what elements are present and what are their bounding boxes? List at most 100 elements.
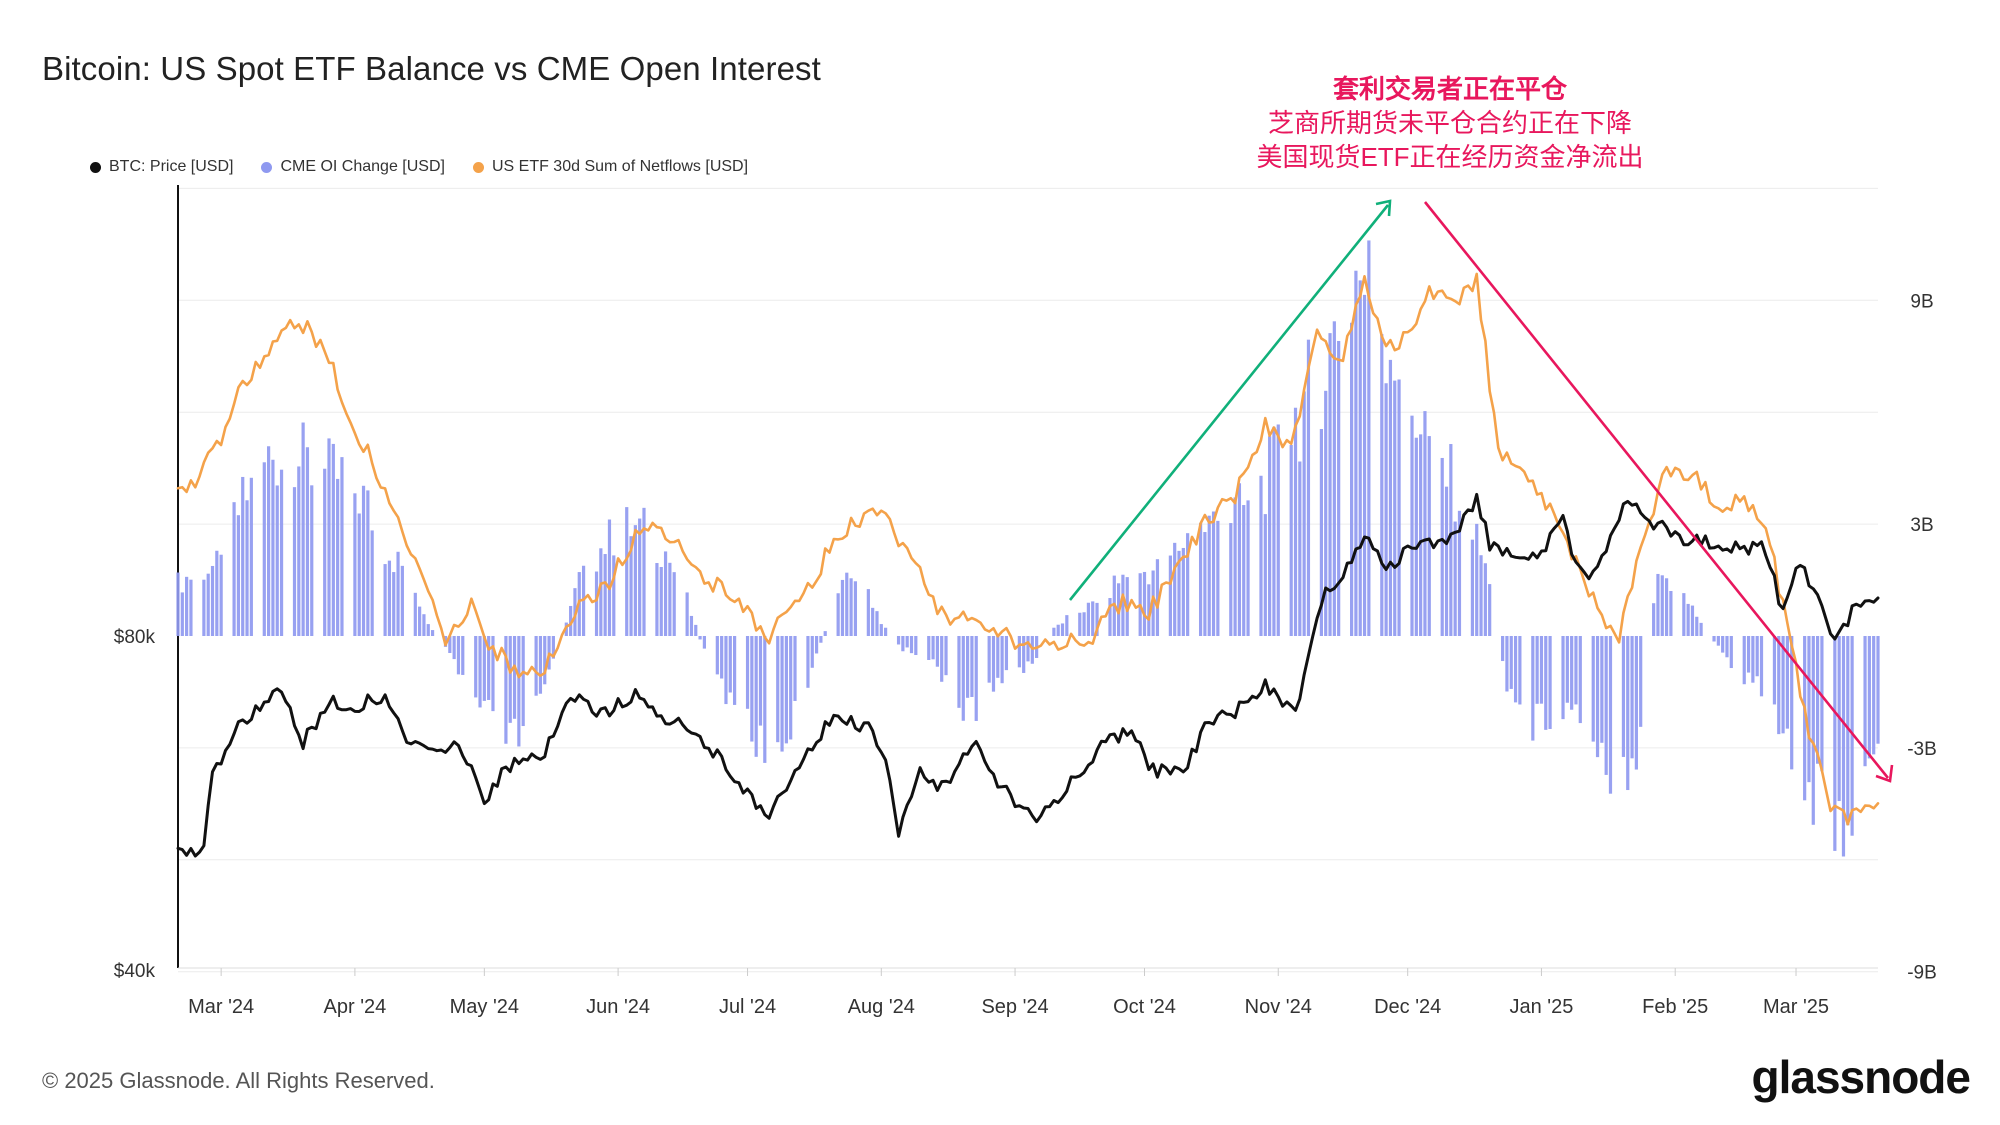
cme-oi-bar (1168, 555, 1172, 636)
cme-oi-bar (1807, 636, 1811, 783)
cme-oi-bar (905, 636, 909, 648)
x-tick-label: Apr '24 (324, 996, 387, 1018)
cme-oi-bar (1052, 627, 1056, 636)
cme-oi-bar (1742, 636, 1746, 685)
cme-oi-bar (901, 636, 905, 652)
cme-oi-bar (1639, 636, 1643, 727)
cme-oi-bar (612, 555, 616, 636)
cme-oi-bar (1453, 521, 1457, 636)
y-right-tick-label: 9B (1910, 291, 1933, 312)
cme-oi-bar (185, 576, 189, 636)
cme-oi-bar (1759, 636, 1764, 697)
cme-oi-bar (836, 593, 840, 636)
cme-oi-bar (1574, 636, 1578, 705)
cme-oi-bar (1388, 359, 1393, 636)
cme-oi-bar (607, 519, 612, 636)
cme-oi-bar (1108, 598, 1112, 636)
cme-oi-bar (663, 551, 668, 636)
cme-oi-bar (724, 636, 728, 705)
cme-oi-bar (1457, 510, 1462, 636)
cme-oi-bar (267, 446, 271, 636)
cme-oi-bar (1207, 515, 1211, 636)
cme-oi-bar (1716, 636, 1720, 646)
cme-oi-bar (275, 485, 279, 636)
legend-item-btc-price[interactable]: BTC: Price [USD] (90, 158, 233, 176)
legend-label-etf-netflows: US ETF 30d Sum of Netflows [USD] (491, 158, 749, 175)
cme-oi-bar (1820, 636, 1824, 772)
cme-oi-bar (422, 614, 426, 636)
cme-oi-bar (396, 551, 400, 636)
cme-oi-bar (236, 515, 241, 636)
cme-oi-bar (202, 579, 206, 636)
cme-oi-bar (1876, 636, 1880, 744)
cme-oi-bar (1850, 636, 1854, 836)
x-tick-label: Dec '24 (1374, 996, 1441, 1018)
up-arrow-line (1068, 204, 1390, 601)
y-right-tick-label: -9B (1907, 963, 1937, 984)
cme-oi-bar (1682, 593, 1686, 636)
cme-oi-bar (1337, 340, 1341, 636)
cme-oi-bar (1328, 333, 1332, 636)
cme-oi-bar (849, 578, 853, 636)
cme-oi-bar (698, 636, 702, 640)
cme-oi-bar (1121, 574, 1125, 636)
legend-item-etf-netflows[interactable]: US ETF 30d Sum of Netflows [USD] (472, 158, 749, 176)
cme-oi-bar (1630, 636, 1634, 759)
cme-oi-bar (1518, 636, 1522, 705)
cme-oi-bar (353, 493, 357, 636)
chart-title: Bitcoin: US Spot ETF Balance vs CME Open… (42, 50, 821, 87)
cme-oi-bar (366, 490, 370, 636)
cme-oi-bar (1846, 636, 1850, 826)
x-tick-label: Jan '25 (1510, 996, 1574, 1018)
cme-oi-bar (763, 636, 767, 763)
cme-oi-bar (957, 636, 961, 708)
cme-oi-bar (1358, 280, 1362, 636)
cme-oi-bar (1652, 603, 1656, 636)
cme-oi-bar (875, 611, 879, 636)
cme-oi-bar (1324, 390, 1328, 636)
btc-price-line (176, 492, 1880, 858)
cme-oi-bar (1423, 411, 1427, 636)
cme-oi-bar (482, 636, 486, 701)
legend-item-cme-oi[interactable]: CME OI Change [USD] (261, 158, 445, 176)
cme-oi-bar (305, 447, 310, 636)
cme-oi-bar (806, 636, 810, 688)
cme-oi-bar (1022, 636, 1026, 673)
cme-oi-bar (232, 502, 236, 636)
y-left-tick-label: $40k (114, 961, 156, 982)
cme-oi-bar (1004, 636, 1009, 671)
cme-oi-bar (1246, 500, 1250, 636)
cme-oi-bar (180, 592, 184, 636)
cme-oi-bar (1056, 624, 1060, 636)
cme-oi-bar (1384, 383, 1388, 636)
cme-oi-bar (1669, 590, 1673, 636)
cme-oi-bar (327, 438, 331, 636)
glassnode-logo: glassnode (1751, 1051, 1971, 1103)
cme-oi-bar (1216, 520, 1220, 636)
cme-oi-bar (879, 624, 883, 636)
cme-oi-bar (1410, 415, 1414, 636)
cme-oi-bar (1501, 636, 1505, 662)
cme-oi-bar (456, 636, 461, 675)
cme-oi-bar (810, 636, 814, 668)
cme-oi-bar (215, 550, 219, 636)
cme-oi-bar (1306, 339, 1311, 636)
cme-oi-bar (965, 636, 970, 698)
cme-oi-bar (633, 525, 637, 636)
cme-oi-bar (1233, 497, 1237, 636)
legend-swatch-btc-price (90, 161, 101, 173)
cme-oi-bar (625, 507, 629, 636)
cme-oi-bar (426, 624, 430, 636)
legend-swatch-etf-netflows (472, 161, 484, 173)
legend-swatch-cme-oi (261, 161, 273, 173)
cme-oi-bar (672, 572, 676, 636)
cme-oi-bar (1712, 636, 1716, 642)
cme-oi-bar (361, 485, 366, 636)
cme-oi-bar (219, 554, 223, 636)
cme-oi-bar (1354, 270, 1358, 636)
cme-oi-bar (728, 636, 732, 693)
cme-oi-bar (206, 573, 210, 636)
cme-oi-bar (1483, 563, 1487, 636)
cme-oi-bar (491, 636, 495, 712)
